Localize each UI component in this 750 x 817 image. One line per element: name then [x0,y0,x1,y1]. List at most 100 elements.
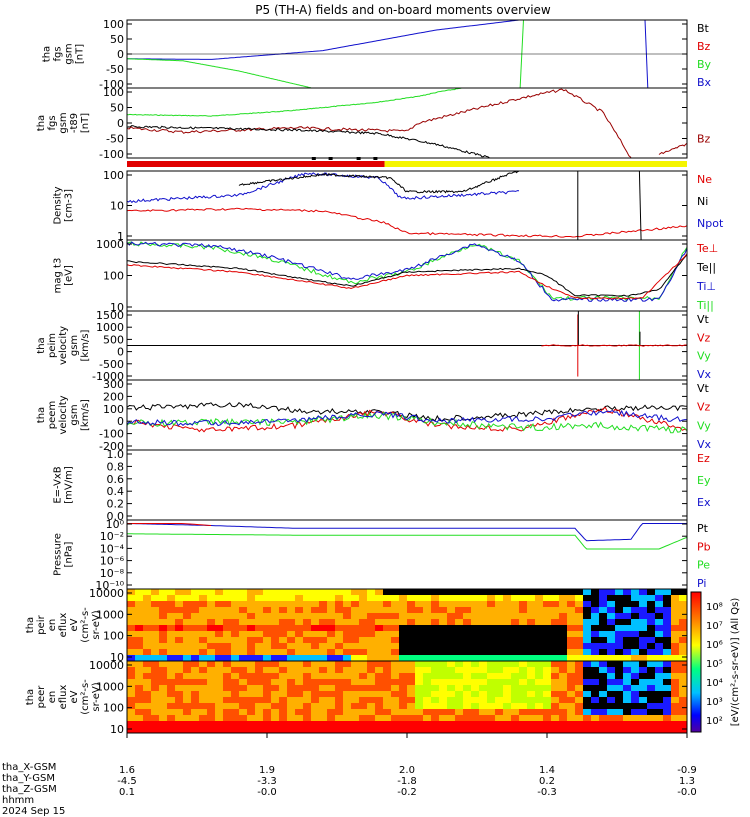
spectrogram-cell [383,661,392,668]
spectrogram-cell [127,673,136,680]
spectrogram-cell [215,589,224,596]
spectrogram-cell [407,667,416,674]
spectrogram-cell [559,637,568,644]
spectrogram-cell [623,601,632,608]
spectrogram-cell [447,625,456,632]
spectrogram-cell [215,601,224,608]
spectrogram-cell [663,619,672,626]
panel-peim-velocity: tha peim velocity gsm [km/s]150010005000-500… [36,309,712,383]
spectrogram-cell [423,727,432,733]
spectrogram-cell [207,613,216,620]
spectrogram-cell [599,619,608,626]
spectrogram-cell [599,673,608,680]
legend-vx: Vx [697,368,712,381]
spectrogram-cell [247,607,256,614]
spectrogram-cell [623,667,632,674]
colorbar-tick: 10⁶ [706,640,723,651]
spectrogram-cell [479,721,488,728]
spectrogram-cell [199,601,208,608]
spectrogram-cell [319,715,328,722]
spectrogram-cell [663,595,672,602]
spectrogram-cell [295,637,304,644]
spectrogram-cell [159,727,168,733]
spectrogram-cell [423,649,432,656]
spectrogram-cell [407,697,416,704]
spectrogram-cell [343,613,352,620]
spectrogram-cell [671,595,680,602]
spectrogram-cell [599,649,608,656]
spectrogram-cell [311,691,320,698]
spectrogram-cell [255,697,264,704]
spectrogram-cell [255,655,264,661]
spectrogram-cell [375,595,384,602]
ytick-label: 0.2 [107,498,125,511]
spectrogram-cell [455,721,464,728]
spectrogram-cell [639,631,648,638]
spectrogram-cell [343,655,352,661]
spectrogram-cell [207,619,216,626]
spectrogram-cell [239,643,248,650]
spectrogram-cell [583,619,592,626]
spectrogram-cell [135,601,144,608]
spectrogram-cell [591,727,600,733]
xtick-label: 0.1 [119,787,135,798]
spectrogram-cell [567,685,576,692]
panel-peem-velocity: tha peem velocity gsm [km/s]3002001000-100-2… [36,378,712,453]
spectrogram-cell [551,631,560,638]
spectrogram-cell [399,637,408,644]
spectrogram-cell [247,625,256,632]
spectrogram-cell [527,601,536,608]
spectrogram-cell [335,697,344,704]
spectrogram-cell [279,595,288,602]
spectrogram-cell [535,655,544,661]
spectrogram-cell [183,595,192,602]
spectrogram-cell [135,631,144,638]
spectrogram-cell [607,601,616,608]
spectrogram-cell [671,703,680,710]
spectrogram-cell [591,631,600,638]
spectrogram-cell [295,703,304,710]
spectrogram-cell [359,637,368,644]
spectrogram-cell [503,691,512,698]
spectrogram-cell [591,595,600,602]
spectrogram-cell [647,697,656,704]
spectrogram-cell [495,709,504,716]
spectrogram-cell [415,727,424,733]
series-bz-end [658,142,687,155]
spectrogram-cell [207,655,216,661]
spectrogram-cell [295,619,304,626]
spectrogram-cell [471,643,480,650]
series-by [127,58,312,88]
spectrogram-cell [647,661,656,668]
spectrogram-cell [631,721,640,728]
spectrogram-cell [679,601,687,608]
spectrogram-cell [599,679,608,686]
spectrogram-cell [511,595,520,602]
spectrogram-cell [175,607,184,614]
spectrogram-cell [479,595,488,602]
spectrogram-cell [215,649,224,656]
spectrogram-cell [543,685,552,692]
spectrogram-cell [407,679,416,686]
region-bar-yellow [384,161,687,167]
spectrogram-cell [495,715,504,722]
spectrogram-cell [143,631,152,638]
spectrogram-cell [519,697,528,704]
spectrogram-cell [399,685,408,692]
ylabel-line: peem [47,401,58,429]
spectrogram-cell [159,685,168,692]
spectrogram-cell [399,607,408,614]
spectrogram-cell [631,595,640,602]
spectrogram-cell [463,607,472,614]
spectrogram-cell [303,655,312,661]
spectrogram-cell [359,673,368,680]
spectrogram-cell [431,685,440,692]
spectrogram-cell [527,649,536,656]
spectrogram-cell [503,589,512,596]
spectrogram-cell [463,661,472,668]
spectrogram-cell [335,673,344,680]
region-marker [311,157,316,160]
spectrogram-cell [319,655,328,661]
spectrogram-cell [607,727,616,733]
spectrogram-cell [375,667,384,674]
